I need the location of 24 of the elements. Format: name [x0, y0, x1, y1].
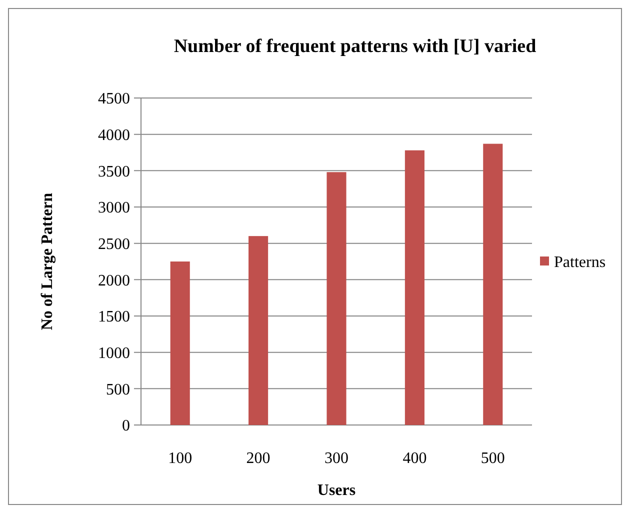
y-tick-label: 2000 [98, 272, 130, 290]
y-tick-label: 2500 [98, 236, 130, 253]
x-tick-label: 500 [480, 450, 505, 467]
y-tick-label: 0 [122, 418, 130, 435]
y-tick-label: 3500 [98, 163, 130, 180]
legend-label: Patterns [554, 254, 606, 272]
bar [170, 262, 190, 425]
bar [404, 150, 424, 425]
chart-title: Number of frequent patterns with [U] varied [174, 36, 537, 57]
bar [326, 172, 346, 425]
bar [248, 236, 268, 425]
x-tick-label: 400 [402, 450, 427, 467]
y-tick-label: 4500 [98, 90, 130, 108]
x-tick-label: 200 [246, 450, 270, 467]
x-axis-title: Users [317, 482, 356, 499]
x-tick-label: 100 [168, 450, 192, 467]
y-tick-label: 500 [106, 381, 130, 398]
y-tick-label: 3000 [98, 200, 130, 217]
x-tick-label: 300 [324, 450, 348, 467]
y-tick-label: 1500 [98, 308, 130, 326]
bar [483, 144, 503, 425]
y-axis-title: No of Large Pattern [39, 192, 56, 330]
y-tick-label: 4000 [98, 126, 130, 144]
y-tick-label: 1000 [98, 344, 130, 362]
